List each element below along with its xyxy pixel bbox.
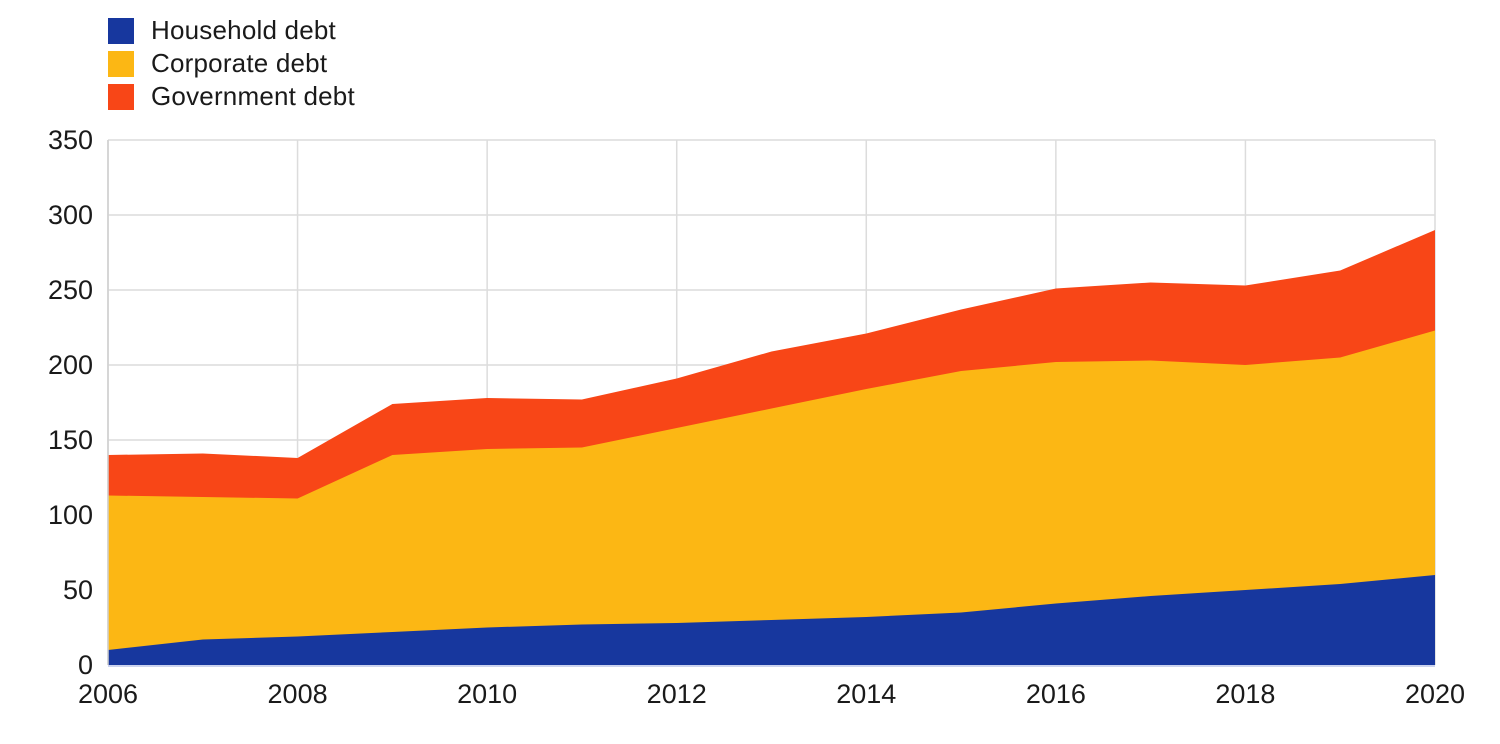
- legend-label-household-debt: Household debt: [151, 15, 336, 45]
- y-tick-label-300: 300: [48, 200, 93, 230]
- legend-swatch-corporate-icon: [108, 50, 134, 77]
- area-corporate-debt: [108, 330, 1435, 665]
- chart-legend: Household debt Corporate debt Government…: [108, 14, 355, 113]
- legend-item-government-debt: Government debt: [108, 80, 355, 113]
- x-tick-label-2008: 2008: [268, 679, 328, 709]
- x-tick-label-2018: 2018: [1215, 679, 1275, 709]
- y-tick-label-350: 350: [48, 125, 93, 155]
- legend-swatch-government-icon: [108, 83, 134, 110]
- area-household-debt: [108, 575, 1435, 665]
- x-tick-label-2020: 2020: [1405, 679, 1465, 709]
- y-tick-label-50: 50: [63, 575, 93, 605]
- y-tick-label-250: 250: [48, 275, 93, 305]
- x-tick-label-2010: 2010: [457, 679, 517, 709]
- y-tick-label-0: 0: [78, 650, 93, 680]
- legend-label-government-debt: Government debt: [151, 81, 355, 111]
- legend-swatch-household-icon: [108, 17, 134, 44]
- y-tick-label-150: 150: [48, 425, 93, 455]
- y-tick-label-100: 100: [48, 500, 93, 530]
- x-tick-label-2016: 2016: [1026, 679, 1086, 709]
- x-tick-label-2012: 2012: [647, 679, 707, 709]
- y-tick-label-200: 200: [48, 350, 93, 380]
- legend-label-corporate-debt: Corporate debt: [151, 48, 328, 78]
- legend-item-household-debt: Household debt: [108, 14, 355, 47]
- x-tick-label-2006: 2006: [78, 679, 138, 709]
- legend-item-corporate-debt: Corporate debt: [108, 47, 355, 80]
- x-tick-label-2014: 2014: [836, 679, 896, 709]
